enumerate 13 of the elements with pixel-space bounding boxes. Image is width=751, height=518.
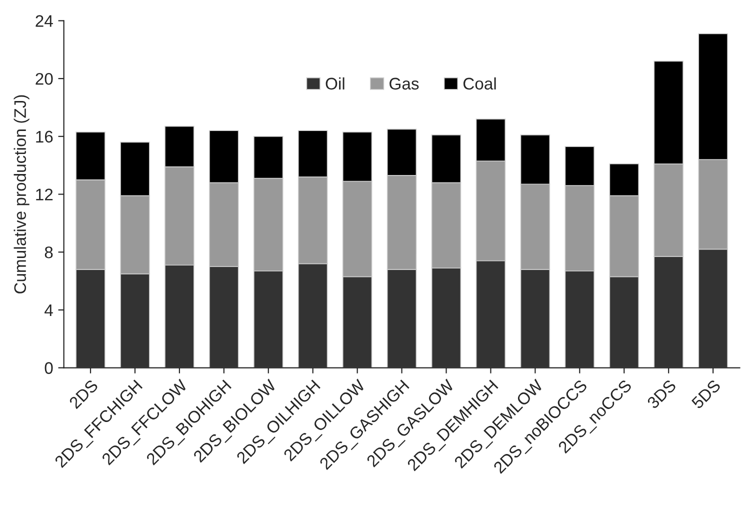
y-tick-label: 4 [44, 304, 53, 316]
y-axis-title: Cumulative production (ZJ) [14, 95, 30, 294]
legend-label: Oil [326, 77, 344, 90]
y-tick-label: 20 [36, 72, 53, 85]
y-tick-label: 0 [44, 362, 53, 374]
y-tick-label: 16 [36, 130, 53, 143]
legend-label: Gas [390, 78, 419, 90]
y-tick-label: 12 [36, 188, 53, 200]
legend-label: Coal [463, 77, 496, 90]
y-tick-label: 24 [36, 15, 53, 27]
x-tick-label: 5DS [690, 379, 722, 410]
y-tick-label: 8 [44, 246, 53, 258]
x-tick-label: 3DS [646, 379, 677, 410]
